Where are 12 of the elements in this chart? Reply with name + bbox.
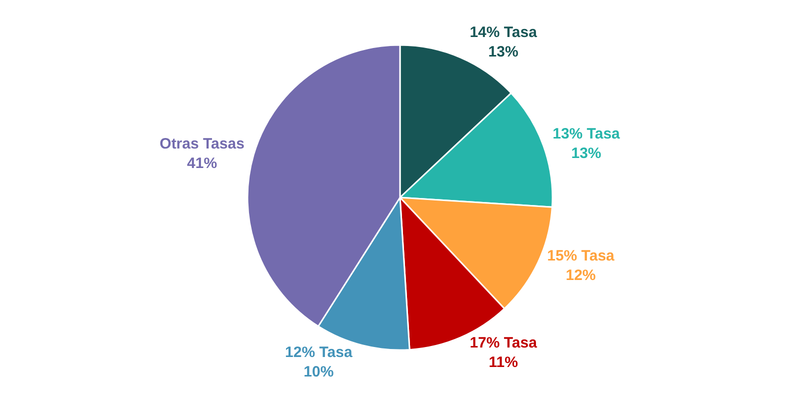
data-label: 12% [566, 266, 596, 284]
data-label: 13% [488, 43, 518, 60]
data-label: 41% [187, 154, 218, 172]
data-label: 11% [488, 354, 518, 372]
slice-label: 12% Tasa [285, 344, 353, 362]
data-label: 13% [571, 145, 602, 162]
slice-label: 13% Tasa [552, 126, 621, 142]
slice-label: 15% Tasa [547, 247, 616, 264]
slice-label: 14% Tasa [470, 24, 538, 41]
slice-label: 17% Tasa [470, 334, 538, 352]
slice-label: Otras Tasas [160, 135, 244, 152]
data-label: 10% [304, 364, 334, 381]
